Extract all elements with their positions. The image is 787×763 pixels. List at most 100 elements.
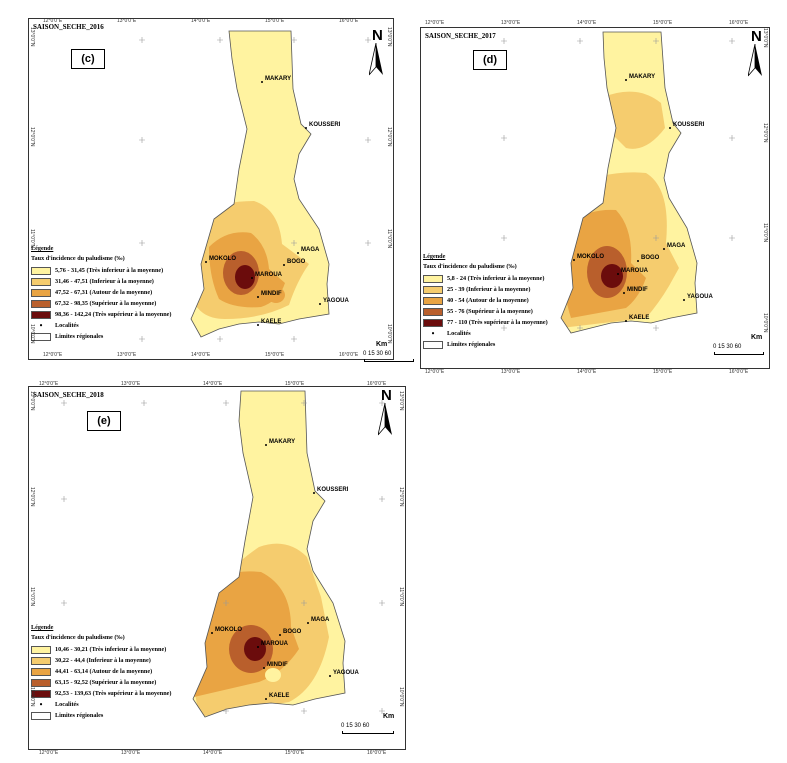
map-canvas-e bbox=[61, 390, 385, 718]
map-panel-d: SAISON_SECHE_2017 (d) N MAKARY KOUSSERI … bbox=[420, 20, 770, 375]
legend-label: 55 - 76 (Supérieur à la moyenne) bbox=[447, 307, 533, 315]
legend-label: 47,52 - 67,31 (Autour de la moyenne) bbox=[55, 288, 153, 296]
north-arrow-icon: N bbox=[748, 28, 762, 77]
localite-dot-icon: • bbox=[431, 328, 435, 338]
swatch bbox=[31, 645, 51, 654]
legend-label: 44,41 - 63,14 (Autour de la moyenne) bbox=[55, 667, 153, 675]
legend-label: 25 - 39 (Inferieur à la moyenne) bbox=[447, 285, 531, 293]
coord-left: 11°0'0"N bbox=[29, 587, 35, 607]
coord-top: 13°0'0"E bbox=[121, 381, 141, 387]
city-yagoua: YAGOUA bbox=[319, 298, 349, 305]
scale-ticks: 0 15 30 60 bbox=[363, 351, 392, 357]
graticule-e bbox=[61, 400, 385, 714]
legend-heading: Légende bbox=[31, 245, 54, 252]
coord-top: 16°0'0"E bbox=[367, 381, 387, 387]
north-arrow-icon: N bbox=[369, 27, 383, 76]
panel-title-e: SAISON_SECHE_2018 bbox=[33, 391, 104, 399]
swatch bbox=[31, 667, 51, 676]
scale-unit: Km bbox=[383, 713, 395, 720]
panel-tag-c: (c) bbox=[71, 49, 105, 69]
coord-bottom: 12°0'0"E bbox=[39, 750, 59, 756]
north-arrow-icon: N bbox=[378, 387, 392, 436]
city-maga: MAGA bbox=[662, 243, 686, 250]
scale-line bbox=[364, 359, 414, 362]
graticule-d bbox=[501, 38, 735, 331]
panel-title-c: SAISON_SECHE_2016 bbox=[33, 23, 104, 31]
city-kousseri: KOUSSERI bbox=[312, 487, 349, 494]
city-kaele: KAELE bbox=[264, 693, 290, 700]
legend-class-4: 55 - 76 (Supérieur à la moyenne) bbox=[423, 306, 548, 317]
coord-bottom: 12°0'0"E bbox=[43, 352, 63, 358]
legend-heading: Légende bbox=[31, 624, 54, 631]
legend-class-2: 25 - 39 (Inferieur à la moyenne) bbox=[423, 284, 548, 295]
legend-d: Légende Taux d'incidence du paludisme (‰… bbox=[423, 253, 548, 350]
legend-limites: Limites régionales bbox=[423, 339, 548, 350]
legend-class-1: 5,8 - 24 (Très inferieur à la moyenne) bbox=[423, 273, 548, 284]
coord-bottom: 15°0'0"E bbox=[265, 352, 285, 358]
city-kousseri: KOUSSERI bbox=[668, 122, 705, 129]
swatch bbox=[31, 656, 51, 665]
city-bogo: BOGO bbox=[636, 255, 660, 262]
city-kaele: KAELE bbox=[624, 315, 650, 322]
swatch bbox=[31, 299, 51, 308]
scale-ticks: 0 15 30 60 bbox=[713, 344, 742, 350]
swatch bbox=[31, 288, 51, 297]
panel-title-d: SAISON_SECHE_2017 bbox=[425, 32, 496, 40]
swatch bbox=[423, 296, 443, 305]
swatch bbox=[31, 678, 51, 687]
coord-top: 16°0'0"E bbox=[729, 20, 749, 26]
legend-label: 40 - 54 (Autour de la moyenne) bbox=[447, 296, 529, 304]
legend-label: Localités bbox=[447, 329, 471, 337]
coord-bottom: 14°0'0"E bbox=[191, 352, 211, 358]
legend-class-2: 30,22 - 44,4 (Inferieur à la moyenne) bbox=[31, 655, 171, 666]
city-kaele: KAELE bbox=[256, 319, 282, 326]
coord-bottom: 15°0'0"E bbox=[285, 750, 305, 756]
legend-label: Localités bbox=[55, 321, 79, 329]
coord-bottom: 13°0'0"E bbox=[121, 750, 141, 756]
legend-localites: • Localités bbox=[31, 699, 171, 710]
city-makary: MAKARY bbox=[624, 74, 656, 81]
coord-top: 13°0'0"E bbox=[117, 18, 137, 24]
city-bogo: BOGO bbox=[278, 629, 302, 636]
city-yagoua: YAGOUA bbox=[683, 294, 713, 301]
city-mindif: MINDIF bbox=[257, 291, 282, 298]
coord-left: 13°0'0"N bbox=[29, 391, 35, 411]
coord-left: 12°0'0"N bbox=[29, 127, 35, 147]
legend-limites: Limites régionales bbox=[31, 710, 171, 721]
coord-bottom: 16°0'0"E bbox=[339, 352, 359, 358]
coord-bottom: 13°0'0"E bbox=[117, 352, 137, 358]
coord-top: 12°0'0"E bbox=[43, 18, 63, 24]
coord-left: 11°0'0"N bbox=[29, 229, 35, 249]
localite-dot-icon: • bbox=[39, 320, 43, 330]
coord-right: 10°0'0"N bbox=[398, 687, 404, 707]
swatch bbox=[31, 266, 51, 275]
north-label: N bbox=[381, 387, 392, 404]
legend-label: 77 - 110 (Très supérieur à la moyenne) bbox=[447, 318, 548, 326]
scale-unit: Km bbox=[376, 341, 388, 348]
city-maroua: MAROUA bbox=[257, 641, 288, 648]
legend-limites: Limites régionales bbox=[31, 331, 171, 342]
coord-top: 15°0'0"E bbox=[265, 18, 285, 24]
scale-line bbox=[342, 731, 394, 734]
legend-label: Limites régionales bbox=[55, 711, 104, 719]
legend-title: Taux d'incidence du paludisme (‰) bbox=[423, 263, 517, 271]
city-maga: MAGA bbox=[306, 617, 330, 624]
city-mokolo: MOKOLO bbox=[205, 256, 236, 263]
coord-left: 13°0'0"N bbox=[29, 27, 35, 47]
legend-class-5: 77 - 110 (Très supérieur à la moyenne) bbox=[423, 317, 548, 328]
scale-ticks: 0 15 30 60 bbox=[341, 723, 370, 729]
map-canvas-c bbox=[139, 30, 371, 342]
map-panel-e: SAISON_SECHE_2018 (e) N MAKARY KOUSSERI … bbox=[28, 381, 406, 756]
city-maga: MAGA bbox=[296, 247, 320, 254]
scale-line bbox=[714, 352, 764, 355]
city-mokolo: MOKOLO bbox=[211, 627, 242, 634]
swatch bbox=[423, 340, 443, 349]
legend-label: 31,46 - 47,51 (Inferieur à la moyenne) bbox=[55, 277, 154, 285]
legend-localites: • Localités bbox=[31, 320, 171, 331]
legend-class-5: 98,36 - 142,24 (Très supérieur à la moye… bbox=[31, 309, 171, 320]
city-mindif: MINDIF bbox=[263, 662, 288, 669]
coord-left: 10°0'0"N bbox=[29, 324, 35, 344]
legend-localites: • Localités bbox=[423, 328, 548, 339]
coord-bottom: 14°0'0"E bbox=[577, 369, 597, 375]
legend-class-1: 10,46 - 30,21 (Très inferieur à la moyen… bbox=[31, 644, 171, 655]
